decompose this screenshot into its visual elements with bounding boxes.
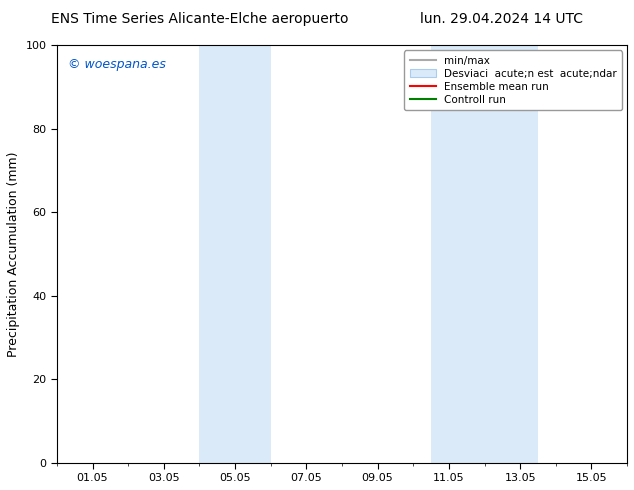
Y-axis label: Precipitation Accumulation (mm): Precipitation Accumulation (mm) xyxy=(7,151,20,357)
Bar xyxy=(200,45,271,463)
Text: ENS Time Series Alicante-Elche aeropuerto: ENS Time Series Alicante-Elche aeropuert… xyxy=(51,12,348,26)
Bar xyxy=(431,45,538,463)
Text: lun. 29.04.2024 14 UTC: lun. 29.04.2024 14 UTC xyxy=(420,12,583,26)
Text: © woespana.es: © woespana.es xyxy=(68,58,166,71)
Legend: min/max, Desviaci  acute;n est  acute;ndar, Ensemble mean run, Controll run: min/max, Desviaci acute;n est acute;ndar… xyxy=(404,50,622,110)
